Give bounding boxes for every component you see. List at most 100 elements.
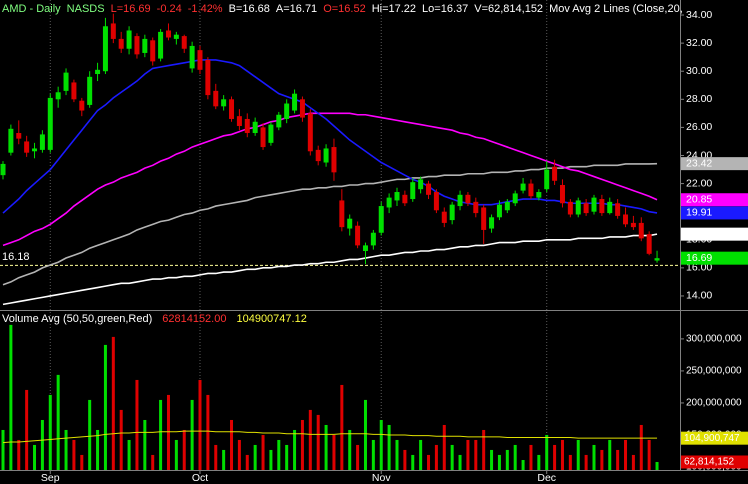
y-tick-label: 200,000,000 [686, 398, 742, 409]
volume-bar [103, 344, 107, 470]
volume-bar [261, 434, 265, 470]
volume-bar [96, 429, 100, 470]
volume-bar [135, 379, 139, 470]
volume-bar [222, 449, 226, 470]
candle-body [87, 76, 93, 105]
value-badge-label: 104,900,747 [684, 433, 740, 444]
candle-body [362, 245, 368, 252]
candle-body [16, 133, 22, 139]
x-tick-label: Dec [537, 472, 556, 484]
volume-bar [560, 439, 564, 470]
value-badge [681, 455, 748, 469]
y-tick-label: 300,000,000 [686, 334, 742, 345]
volume-bar [576, 439, 580, 470]
header-item: Hi=17.22 [372, 3, 416, 15]
volume-bar [356, 444, 360, 470]
volume-bar [40, 419, 44, 470]
candle-body [410, 182, 416, 200]
header-item: V=62,814,152 [474, 3, 543, 15]
volume-bar [490, 449, 494, 470]
volume-bar [655, 461, 659, 470]
candle-body [24, 141, 30, 153]
candle-body [197, 50, 203, 70]
volume-bar [545, 434, 549, 470]
candle-body [646, 234, 652, 254]
candle-body [496, 204, 502, 218]
candle-body [426, 183, 432, 195]
volume-bar [466, 439, 470, 470]
volume-bar [521, 460, 525, 470]
volume-bar [497, 454, 501, 470]
candle-body [165, 30, 171, 38]
volume-bar [64, 429, 68, 470]
header-item: Lo=16.37 [422, 3, 468, 15]
candle-body [150, 40, 156, 62]
candle-body [102, 26, 108, 72]
candle-body [473, 201, 479, 214]
value-badge [681, 431, 748, 445]
volume-bar [419, 439, 423, 470]
volume-bar [230, 419, 234, 470]
volume-bar [639, 424, 643, 470]
candle-body [0, 163, 6, 176]
volume-bar [584, 454, 588, 470]
value-badge-label: 20.85 [686, 194, 712, 206]
volume-bar [568, 454, 572, 470]
header-item: AMD - Daily [2, 3, 61, 15]
candle-body [544, 169, 550, 190]
value-badge [681, 251, 748, 265]
header-item: 62814152.00 [162, 313, 226, 325]
candle-body [284, 103, 290, 119]
volume-bar [537, 454, 541, 470]
volume-bar [151, 454, 155, 470]
volume-bar [25, 389, 29, 470]
candle-body [536, 192, 542, 198]
volume-bar [324, 424, 328, 470]
volume-bar [592, 444, 596, 470]
volume-bar [190, 399, 194, 470]
candle-body [8, 128, 14, 153]
candle-body [205, 59, 211, 96]
candle-body [567, 201, 573, 215]
volume-bar [442, 424, 446, 470]
header-item: O=16.52 [323, 3, 366, 15]
value-badge [681, 193, 748, 207]
candle-body [47, 97, 53, 150]
moving-average-line [2, 59, 658, 214]
candle-body [236, 116, 242, 126]
value-badge-label: 23.42 [686, 157, 712, 169]
moving-average-line [2, 112, 658, 247]
volume-bar [513, 444, 517, 470]
candle-body [339, 200, 345, 228]
header-item: -1.42% [188, 3, 223, 15]
candle-body [528, 183, 534, 197]
candle-body [134, 36, 140, 55]
candle-body [457, 194, 463, 207]
moving-average-line [2, 233, 658, 306]
candle-body [189, 45, 195, 69]
candle-body [142, 38, 148, 53]
value-badge-label: 62,814,152 [684, 457, 734, 468]
volume-bar [395, 439, 399, 470]
volume-bar [253, 444, 257, 470]
volume-bar [300, 419, 304, 470]
volume-bar [143, 419, 147, 470]
volume-bar [340, 384, 344, 470]
y-tick-label: 28.00 [686, 93, 712, 105]
reference-label: 16.18 [2, 251, 30, 263]
candle-body [299, 99, 305, 118]
volume-bar [474, 439, 478, 470]
volume-bar [214, 444, 218, 470]
candle-body [292, 93, 298, 111]
volume-bar [616, 449, 620, 470]
value-badge [681, 157, 748, 171]
volume-bar [33, 444, 37, 470]
candle-body [638, 222, 644, 239]
volume-bar [1, 429, 5, 470]
volume-bar [88, 399, 92, 470]
candle-body [355, 225, 361, 246]
candle-body [583, 203, 589, 214]
candle-body [378, 206, 384, 233]
volume-bar [17, 439, 21, 470]
